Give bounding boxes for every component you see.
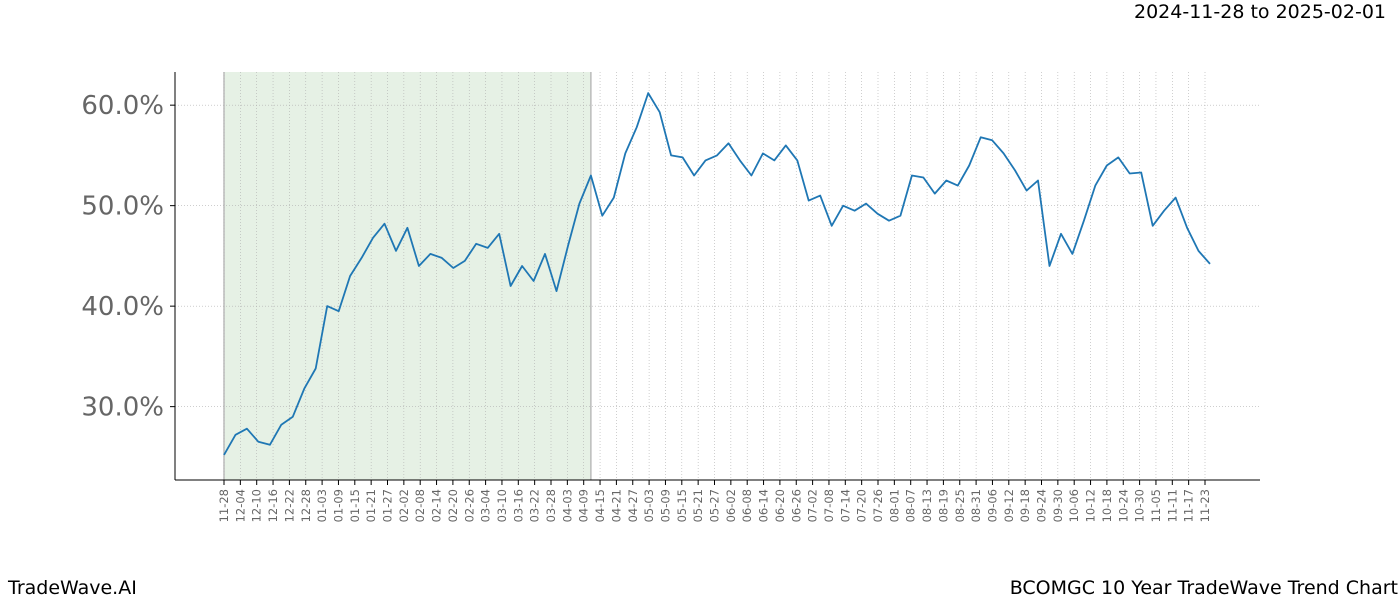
grid-layer: [175, 72, 1260, 480]
x-tick-label: 02-26: [462, 489, 476, 522]
x-tick-label: 09-12: [1002, 489, 1016, 522]
axes-layer: [174, 72, 1260, 481]
x-tick-label: 05-15: [675, 489, 689, 522]
x-tick-label: 06-14: [757, 489, 771, 522]
x-tick-label: 01-15: [348, 489, 362, 522]
x-tick-label: 08-01: [887, 489, 901, 522]
x-tick-label: 12-04: [233, 489, 247, 522]
x-tick-label: 09-30: [1051, 489, 1065, 522]
x-tick-label: 06-08: [740, 489, 754, 522]
x-tick-label: 04-03: [560, 489, 574, 522]
x-tick-label: 07-26: [871, 489, 885, 522]
x-tick-label: 01-27: [381, 489, 395, 522]
x-tick-label: 10-24: [1116, 489, 1130, 522]
x-tick-label: 05-09: [658, 489, 672, 522]
x-tick-label: 05-27: [708, 489, 722, 522]
x-tick-label: 07-14: [838, 489, 852, 522]
x-tick-label: 01-09: [331, 489, 345, 522]
x-tick-label: 09-18: [1018, 489, 1032, 522]
x-tick-label: 11-17: [1182, 489, 1196, 522]
x-tick-label: 04-15: [593, 489, 607, 522]
x-tick-label: 07-08: [822, 489, 836, 522]
x-tick-label: 12-16: [266, 489, 280, 522]
x-tick-label: 08-19: [936, 489, 950, 522]
x-tick-label: 12-10: [250, 489, 264, 522]
y-tick-label: 50.0%: [81, 192, 164, 222]
x-tick-label: 11-28: [217, 489, 231, 522]
x-axis-ticks: 11-28 12-04 12-10 12-16 12-22 12-28 01-03 01-09…: [217, 480, 1212, 522]
x-tick-label: 08-13: [920, 489, 934, 522]
x-tick-label: 11-05: [1149, 489, 1163, 522]
x-tick-label: 08-25: [953, 489, 967, 522]
x-tick-label: 10-06: [1067, 489, 1081, 522]
x-tick-label: 12-22: [282, 489, 296, 522]
x-tick-label: 07-02: [806, 489, 820, 522]
series-layer: [223, 92, 1211, 456]
x-tick-label: 03-10: [495, 489, 509, 522]
x-tick-label: 02-20: [446, 489, 460, 522]
date-range-label: 2024-11-28 to 2025-02-01: [1134, 1, 1386, 23]
x-tick-label: 09-06: [985, 489, 999, 522]
x-tick-label: 04-21: [609, 489, 623, 522]
y-tick-label: 60.0%: [81, 91, 164, 121]
y-tick-label: 30.0%: [81, 393, 164, 423]
x-tick-label: 09-24: [1035, 489, 1049, 522]
y-tick-label: 40.0%: [81, 292, 164, 322]
x-tick-label: 01-03: [315, 489, 329, 522]
trend-line-series: [223, 92, 1211, 456]
x-tick-label: 11-23: [1198, 489, 1212, 522]
x-tick-label: 05-21: [691, 489, 705, 522]
x-tick-label: 03-16: [511, 489, 525, 522]
x-tick-label: 07-20: [855, 489, 869, 522]
x-tick-label: 04-27: [626, 489, 640, 522]
x-tick-label: 06-20: [773, 489, 787, 522]
y-axis-ticks: 30.0% 40.0% 50.0% 60.0%: [81, 91, 175, 423]
x-tick-label: 04-09: [577, 489, 591, 522]
x-tick-label: 05-03: [642, 489, 656, 522]
x-tick-label: 06-26: [789, 489, 803, 522]
x-tick-label: 08-31: [969, 489, 983, 522]
x-tick-label: 12-28: [299, 489, 313, 522]
x-tick-label: 03-04: [479, 489, 493, 522]
x-tick-label: 10-12: [1084, 489, 1098, 522]
x-tick-label: 06-02: [724, 489, 738, 522]
x-tick-label: 11-11: [1165, 489, 1179, 522]
brand-label: TradeWave.AI: [8, 577, 137, 599]
x-tick-label: 02-02: [397, 489, 411, 522]
x-tick-label: 10-30: [1133, 489, 1147, 522]
x-tick-label: 08-07: [904, 489, 918, 522]
x-tick-label: 03-22: [528, 489, 542, 522]
x-tick-label: 03-28: [544, 489, 558, 522]
x-tick-label: 01-21: [364, 489, 378, 522]
x-tick-label: 02-08: [413, 489, 427, 522]
x-tick-label: 02-14: [430, 489, 444, 522]
chart-title: BCOMGC 10 Year TradeWave Trend Chart: [1009, 577, 1398, 599]
x-tick-label: 10-18: [1100, 489, 1114, 522]
